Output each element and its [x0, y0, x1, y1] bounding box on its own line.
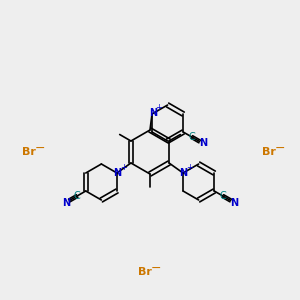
Text: −: −	[35, 142, 46, 154]
Text: Br: Br	[138, 267, 152, 277]
Text: −: −	[151, 262, 161, 275]
Text: −: −	[275, 142, 286, 154]
Text: N: N	[113, 168, 121, 178]
Text: +: +	[187, 164, 194, 172]
Text: Br: Br	[262, 147, 276, 157]
Text: C: C	[74, 191, 80, 201]
Text: N: N	[179, 168, 187, 178]
Text: N: N	[62, 197, 70, 208]
Text: C: C	[220, 191, 226, 201]
Text: +: +	[121, 164, 128, 172]
Text: +: +	[156, 103, 162, 112]
Text: N: N	[149, 108, 157, 118]
Text: N: N	[199, 139, 207, 148]
Text: Br: Br	[22, 147, 36, 157]
Text: N: N	[230, 197, 238, 208]
Text: C: C	[188, 132, 195, 142]
